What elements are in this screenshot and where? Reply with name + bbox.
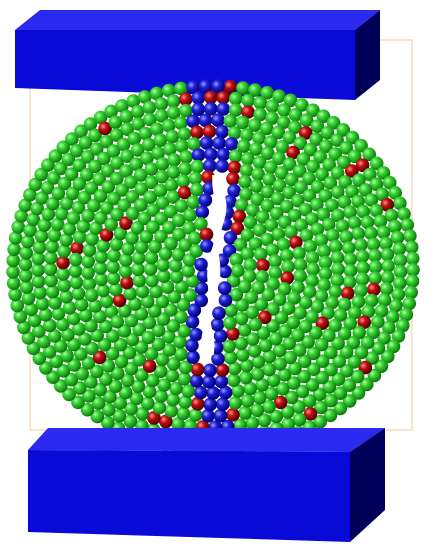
green-particle xyxy=(10,299,24,313)
crack-particle xyxy=(226,172,240,186)
crack-particle xyxy=(212,306,226,320)
green-particle xyxy=(305,274,319,288)
crack-particle xyxy=(194,258,208,272)
green-particle xyxy=(177,174,191,188)
green-particle xyxy=(183,208,197,222)
green-particle xyxy=(45,240,59,254)
crack-particle xyxy=(190,126,204,140)
green-particle xyxy=(119,253,133,267)
green-particle xyxy=(241,394,255,408)
crack-particle xyxy=(215,159,229,173)
green-particle xyxy=(254,96,268,110)
crack-particle xyxy=(203,398,217,412)
crack-particle xyxy=(196,205,210,219)
green-particle xyxy=(85,288,99,302)
green-particle xyxy=(153,401,167,415)
simulation-render xyxy=(0,0,431,548)
crack-particle xyxy=(194,386,208,400)
green-particle xyxy=(238,175,252,189)
green-particle xyxy=(57,244,71,258)
green-particle xyxy=(241,152,255,166)
green-particle xyxy=(293,269,307,283)
green-particle xyxy=(229,396,243,410)
green-particle xyxy=(254,247,268,261)
crack-particle xyxy=(201,409,215,423)
green-particle xyxy=(354,238,368,252)
green-particle xyxy=(248,344,262,358)
green-particle xyxy=(107,249,121,263)
green-particle xyxy=(167,94,181,108)
green-particle xyxy=(231,264,245,278)
green-particle xyxy=(178,127,192,141)
bottom-platen xyxy=(28,428,385,542)
green-particle xyxy=(143,101,157,115)
crack-particle xyxy=(226,408,240,422)
crack-particle xyxy=(199,193,213,207)
green-particle xyxy=(165,178,179,192)
crack-particle xyxy=(216,397,230,411)
crack-particle xyxy=(218,281,232,295)
green-particle xyxy=(266,99,280,113)
green-particle xyxy=(240,164,254,178)
green-particle xyxy=(179,162,193,176)
green-particle xyxy=(177,407,191,421)
green-particle xyxy=(250,404,264,418)
green-particle xyxy=(60,290,74,304)
green-particle xyxy=(80,168,94,182)
crack-particle xyxy=(192,148,206,162)
red-particle xyxy=(367,283,381,297)
green-particle xyxy=(227,373,241,387)
green-particle xyxy=(174,347,188,361)
green-particle xyxy=(167,153,181,167)
crack-particle xyxy=(203,364,217,378)
green-particle xyxy=(21,235,35,249)
green-particle xyxy=(36,297,50,311)
green-particle xyxy=(238,406,252,420)
green-particle xyxy=(251,367,265,381)
green-particle xyxy=(238,323,252,337)
crack-particle xyxy=(212,136,226,150)
green-particle xyxy=(377,225,391,239)
crack-particle xyxy=(186,350,200,364)
green-particle xyxy=(191,160,205,174)
green-particle xyxy=(188,231,202,245)
green-particle xyxy=(145,274,159,288)
green-particle xyxy=(179,150,193,164)
green-particle xyxy=(131,105,145,119)
green-particle xyxy=(239,371,253,385)
green-particle xyxy=(269,266,283,280)
green-particle xyxy=(155,97,169,111)
crack-particle xyxy=(219,293,233,307)
green-particle xyxy=(241,94,255,108)
crack-particle xyxy=(203,125,217,139)
crack-particle xyxy=(191,363,205,377)
green-particle xyxy=(391,288,405,302)
green-particle xyxy=(72,287,86,301)
disk xyxy=(6,79,420,457)
crack-particle xyxy=(225,137,239,151)
green-particle xyxy=(236,348,250,362)
crack-particle xyxy=(214,409,228,423)
crack-particle xyxy=(211,318,225,332)
crack-particle xyxy=(203,159,217,173)
green-particle xyxy=(156,258,170,272)
green-particle xyxy=(156,157,170,171)
green-particle xyxy=(69,253,83,267)
crack-particle xyxy=(189,328,203,342)
green-particle xyxy=(223,316,237,330)
crack-particle xyxy=(215,375,229,389)
green-particle xyxy=(224,114,238,128)
